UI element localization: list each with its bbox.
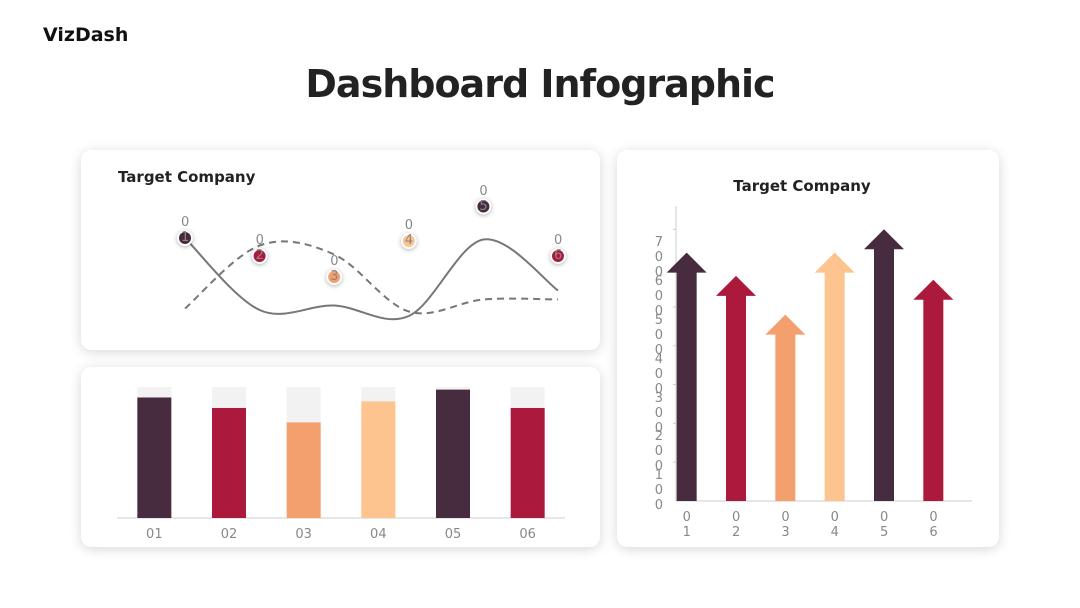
x-tick-label: 02 [732,510,741,540]
chart-title: Target Company [118,168,256,186]
bar [510,407,545,518]
x-tick-label: 02 [221,527,238,542]
y-tick-label: 300 [654,390,663,436]
x-tick-label: 03 [781,510,790,540]
y-tick-label: 500 [654,312,663,358]
marker [326,269,343,285]
arrow-bar [716,275,756,501]
x-tick-label: 03 [295,527,312,542]
marker [550,248,566,264]
marker [475,198,492,215]
y-tick-label: 200 [654,429,663,475]
line [184,240,559,315]
y-tick-label: 600 [654,274,663,320]
x-tick-label: 06 [929,510,938,540]
arrow-bar [864,229,904,501]
marker [400,233,417,249]
bar [212,407,246,518]
brand: VizDash [43,24,129,46]
point-label: 06 [554,233,563,263]
point-label: 02 [255,233,264,263]
arrow-bar [765,314,806,501]
marker [251,248,268,264]
bar [436,389,470,518]
x-tick-label: 04 [370,527,387,542]
line [184,237,559,321]
x-tick-label: 04 [830,510,839,540]
bar [361,401,396,518]
arrow-bar [814,252,855,501]
x-tick-label: 01 [682,510,691,540]
point-label: 01 [181,215,190,245]
arrow-bar [913,279,954,501]
point-label: 04 [404,218,414,248]
x-tick-label: 06 [519,527,536,542]
y-tick-label: 100 [654,468,663,514]
page-title: Dashboard Infographic [305,62,775,106]
bar [137,397,172,518]
arrow-bar [666,252,707,501]
point-label: 05 [479,183,488,214]
bar [286,422,321,518]
chart-title: Target Company [733,177,871,195]
point-label: 03 [330,254,339,284]
marker [177,230,193,246]
x-tick-label: 05 [445,527,462,542]
y-tick-label: 700 [654,235,663,281]
x-tick-label: 05 [880,510,889,540]
y-tick-label: 400 [654,351,663,397]
x-tick-label: 01 [146,527,163,542]
